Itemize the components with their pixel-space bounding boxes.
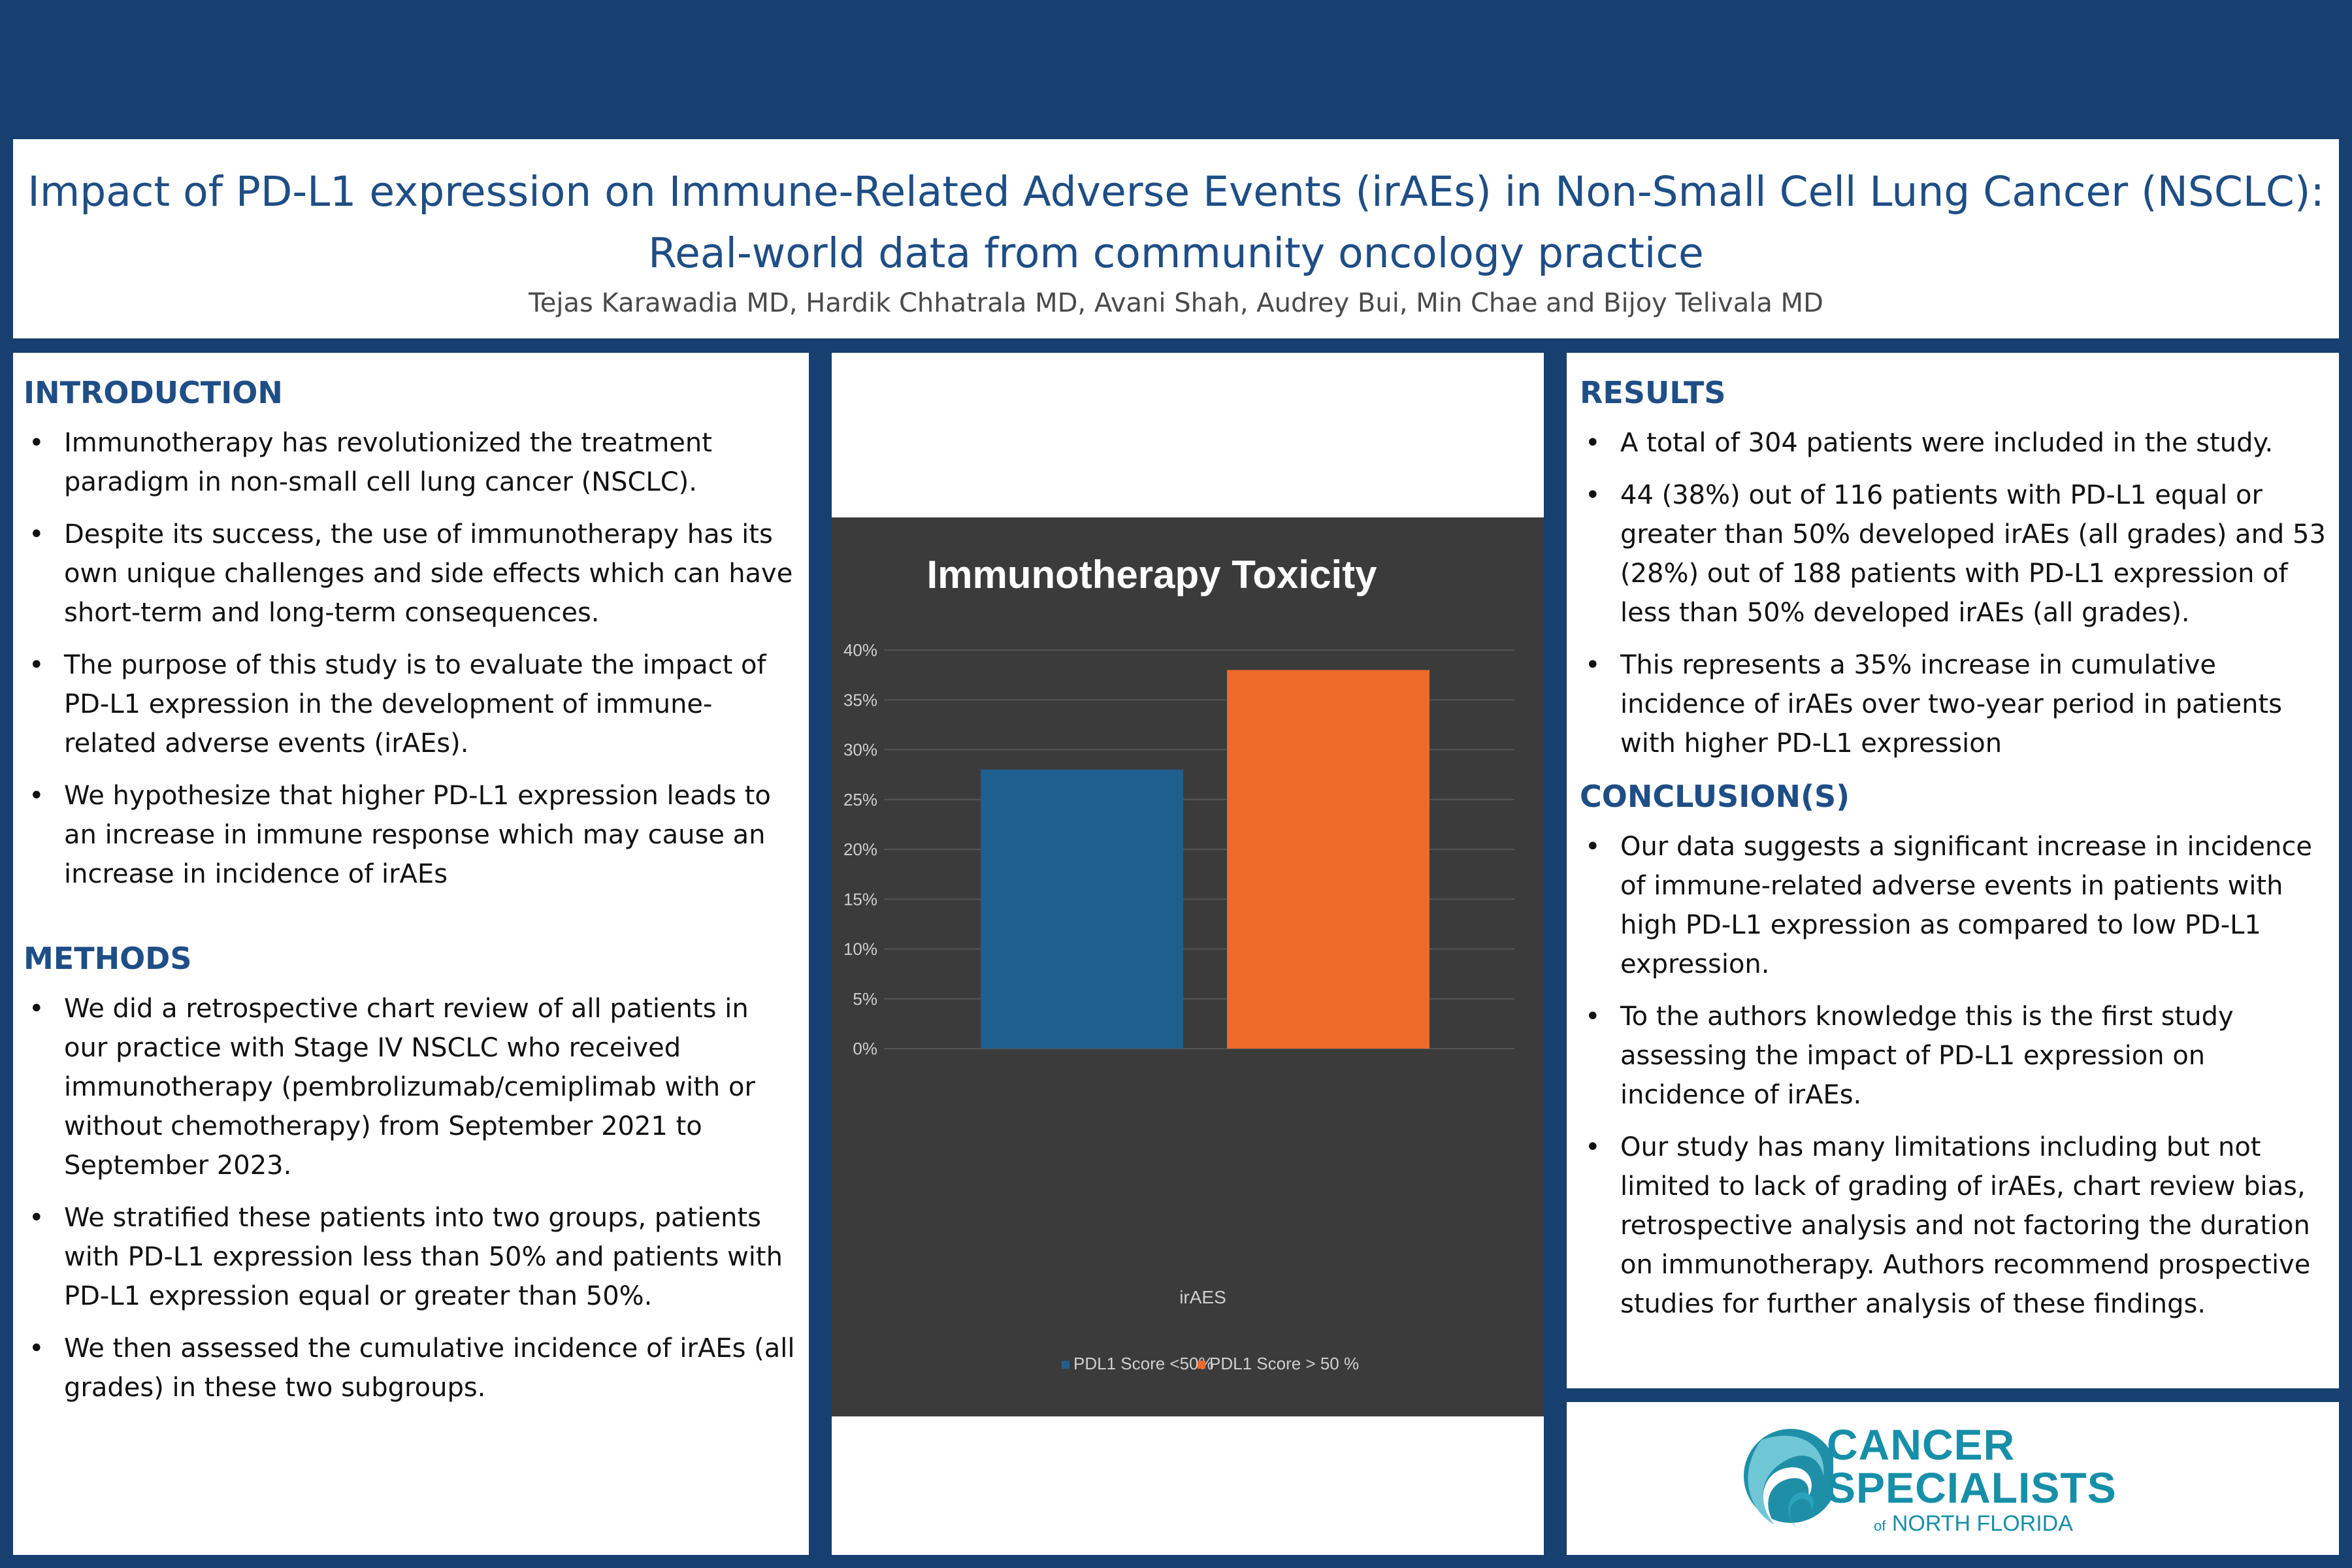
results-item: • 44 (38%) out of 116 patients with PD-L1… bbox=[1580, 476, 2326, 632]
results-item: • A total of 304 patients were included i… bbox=[1580, 423, 2326, 463]
methods-item: • We did a retrospective chart review of … bbox=[24, 989, 798, 1185]
results-item-text: A total of 304 patients were included in… bbox=[1620, 428, 2274, 458]
wave-logo-icon bbox=[1744, 1429, 1833, 1531]
logo-panel: CANCER SPECIALISTS of NORTH FLORIDA bbox=[1567, 1402, 2339, 1555]
conclusion-heading: CONCLUSION(S) bbox=[1580, 779, 1850, 814]
bullet: • bbox=[29, 994, 44, 1024]
chart-background bbox=[832, 517, 1544, 1416]
results-item-text: This represents a 35% increase in cumula… bbox=[1620, 650, 2282, 759]
methods-item-text: We did a retrospective chart review of a… bbox=[64, 994, 755, 1181]
legend-swatch-low bbox=[1062, 1361, 1070, 1369]
conclusion-item: • Our data suggests a significant increas… bbox=[1580, 827, 2326, 984]
introduction-item: • We hypothesize that higher PD-L1 expres… bbox=[24, 776, 798, 894]
y-tick-label: 30% bbox=[843, 740, 877, 760]
introduction-item-text: The purpose of this study is to evaluate… bbox=[64, 650, 766, 759]
bar-pdl1-high bbox=[1227, 670, 1429, 1049]
chart-category-label: irAES bbox=[1179, 1287, 1226, 1307]
conclusion-item-text: To the authors knowledge this is the fir… bbox=[1620, 1002, 2234, 1110]
bullet: • bbox=[1585, 650, 1601, 680]
results-item: • This represents a 35% increase in cumul… bbox=[1580, 645, 2326, 763]
legend-label-low: PDL1 Score <50% bbox=[1073, 1354, 1214, 1373]
logo-text-region: NORTH FLORIDA bbox=[1891, 1511, 2073, 1536]
bullet: • bbox=[29, 1333, 44, 1364]
introduction-item: • Despite its success, the use of immunot… bbox=[24, 515, 798, 632]
chart-panel: 0% 5% 10% 15% 20% 25% 30% 35% 40% Immunotherapy … bbox=[832, 353, 1544, 1555]
logo-text-cancer: CANCER bbox=[1827, 1420, 2016, 1469]
y-tick-label: 40% bbox=[843, 640, 877, 660]
y-tick-label: 10% bbox=[843, 939, 877, 959]
bar-pdl1-low bbox=[981, 770, 1183, 1049]
introduction-heading: INTRODUCTION bbox=[24, 375, 283, 410]
y-tick-label: 15% bbox=[843, 889, 877, 909]
bullet: • bbox=[29, 781, 44, 811]
poster-title-line1: Impact of PD-L1 expression on Immune-Rel… bbox=[27, 168, 2325, 216]
introduction-methods-panel: INTRODUCTION • Immunotherapy has revoluti… bbox=[13, 353, 809, 1555]
conclusion-item: • Our study has many limitations includin… bbox=[1580, 1128, 2326, 1324]
results-list: • A total of 304 patients were included i… bbox=[1580, 423, 2326, 763]
results-heading: RESULTS bbox=[1580, 375, 1726, 410]
y-tick-label: 35% bbox=[843, 690, 877, 710]
bar-chart: 0% 5% 10% 15% 20% 25% 30% 35% 40% Immunotherapy … bbox=[832, 517, 1544, 1416]
logo-text-north-florida: of NORTH FLORIDA bbox=[1874, 1511, 2073, 1539]
bullet: • bbox=[1585, 832, 1601, 862]
legend-swatch-high bbox=[1198, 1361, 1205, 1369]
methods-item-text: We then assessed the cumulative incidenc… bbox=[64, 1333, 795, 1403]
introduction-item: • The purpose of this study is to evaluat… bbox=[24, 645, 798, 763]
chart-title: Immunotherapy Toxicity bbox=[926, 553, 1377, 596]
results-conclusion-panel: RESULTS • A total of 304 patients were in… bbox=[1567, 353, 2339, 1388]
y-tick-label: 5% bbox=[853, 989, 877, 1009]
conclusion-item-text: Our study has many limitations including… bbox=[1620, 1132, 2311, 1319]
conclusion-item: • To the authors knowledge this is the fi… bbox=[1580, 997, 2326, 1115]
introduction-item-text: We hypothesize that higher PD-L1 express… bbox=[64, 781, 771, 889]
conclusion-item-text: Our data suggests a significant increase… bbox=[1620, 832, 2312, 979]
y-tick-label: 0% bbox=[853, 1039, 877, 1058]
bullet: • bbox=[1585, 1002, 1601, 1032]
introduction-item: • Immunotherapy has revolutionized the tr… bbox=[24, 423, 798, 502]
methods-list: • We did a retrospective chart review of … bbox=[24, 989, 798, 1407]
bullet: • bbox=[29, 519, 44, 549]
chart-legend: PDL1 Score <50% PDL1 Score > 50 % bbox=[1062, 1354, 1359, 1373]
bullet: • bbox=[29, 1203, 44, 1233]
methods-item-text: We stratified these patients into two gr… bbox=[64, 1203, 783, 1311]
bullet: • bbox=[29, 650, 44, 680]
authors: Tejas Karawadia MD, Hardik Chhatrala MD,… bbox=[529, 288, 1823, 318]
title-panel: Impact of PD-L1 expression on Immune-Rel… bbox=[13, 139, 2339, 338]
chart-y-ticks: 0% 5% 10% 15% 20% 25% 30% 35% 40% bbox=[843, 640, 877, 1058]
introduction-list: • Immunotherapy has revolutionized the tr… bbox=[24, 423, 798, 894]
logo-text-of: of bbox=[1874, 1518, 1886, 1534]
legend-label-high: PDL1 Score > 50 % bbox=[1209, 1354, 1359, 1373]
methods-item: • We stratified these patients into two g… bbox=[24, 1198, 798, 1316]
bullet: • bbox=[1585, 428, 1601, 458]
bullet: • bbox=[29, 428, 44, 458]
introduction-item-text: Immunotherapy has revolutionized the tre… bbox=[64, 428, 712, 497]
conclusion-list: • Our data suggests a significant increas… bbox=[1580, 827, 2326, 1324]
bullet: • bbox=[1585, 480, 1601, 510]
methods-heading: METHODS bbox=[24, 941, 192, 976]
poster-title-line2: Real-world data from community oncology … bbox=[648, 229, 1704, 277]
introduction-item-text: Despite its success, the use of immunoth… bbox=[64, 519, 793, 628]
chart-bars bbox=[981, 670, 1429, 1049]
y-tick-label: 20% bbox=[843, 840, 877, 859]
results-item-text: 44 (38%) out of 116 patients with PD-L1 … bbox=[1620, 480, 2326, 628]
y-tick-label: 25% bbox=[843, 790, 877, 809]
logo-text-specialists: SPECIALISTS bbox=[1827, 1463, 2117, 1512]
methods-item: • We then assessed the cumulative inciden… bbox=[24, 1329, 798, 1407]
bullet: • bbox=[1585, 1132, 1601, 1162]
